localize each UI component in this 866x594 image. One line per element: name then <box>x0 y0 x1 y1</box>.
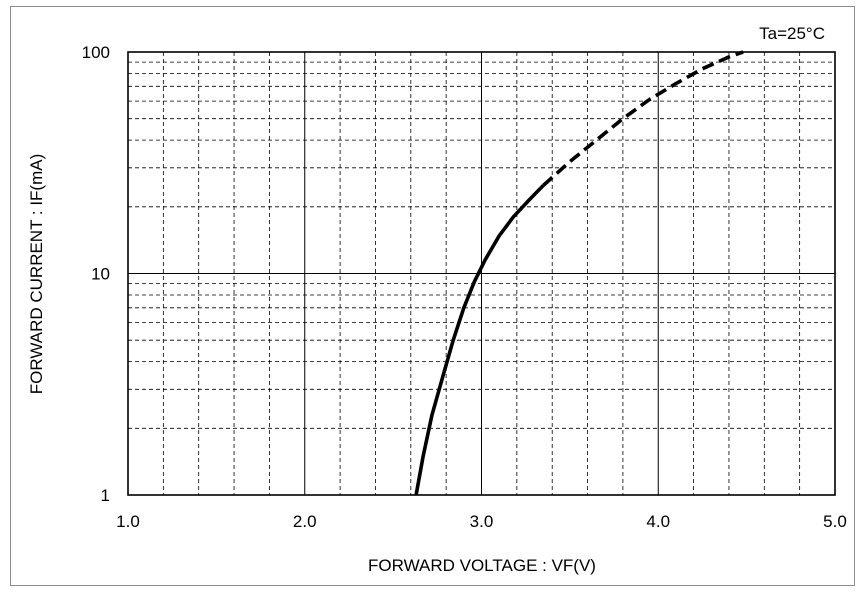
y-axis-label: FORWARD CURRENT : IF(mA) <box>27 154 46 395</box>
temperature-annotation: Ta=25°C <box>759 24 825 43</box>
x-tick-label: 2.0 <box>293 512 317 531</box>
chart-frame <box>10 6 855 586</box>
y-tick-label: 1 <box>101 486 110 505</box>
x-axis-label: FORWARD VOLTAGE : VF(V) <box>368 556 596 575</box>
y-tick-label: 100 <box>82 43 110 62</box>
x-tick-label: 5.0 <box>823 512 847 531</box>
x-tick-label: 3.0 <box>470 512 494 531</box>
y-tick-labels: 1 10 100 <box>82 43 110 505</box>
x-tick-label: 1.0 <box>116 512 140 531</box>
x-tick-labels: 1.0 2.0 3.0 4.0 5.0 <box>116 512 847 531</box>
series-layer <box>414 50 744 496</box>
x-tick-label: 4.0 <box>646 512 670 531</box>
series-line-dashed <box>542 50 744 187</box>
series-line-solid <box>414 184 545 496</box>
y-tick-label: 10 <box>91 265 110 284</box>
major-grid <box>128 52 835 495</box>
plot-area-border <box>127 51 836 496</box>
